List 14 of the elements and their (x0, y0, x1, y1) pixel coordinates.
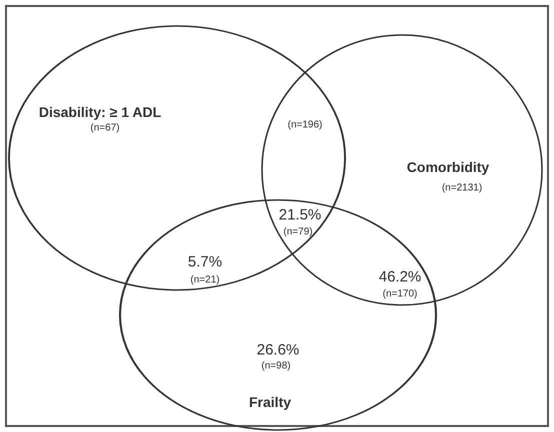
data-label: (n=2131) (442, 182, 482, 194)
text: 5.7% (188, 254, 222, 270)
data-label: (n=67) (90, 122, 120, 134)
data-label: (n=170) (382, 288, 418, 300)
category-label: Comorbidity (406, 159, 490, 175)
text: 26.6% (256, 342, 300, 358)
text: 46.2% (378, 268, 422, 286)
data-label: (n=98) (261, 360, 291, 372)
category-label: Disability: ≥ 1 ADL (38, 104, 162, 120)
text: 21.5% (278, 206, 322, 224)
data-label: (n=21) (190, 274, 220, 286)
data-label: (n=79) (283, 226, 313, 238)
data-label: (n=196) (288, 120, 322, 130)
category-label: Frailty (248, 394, 292, 410)
